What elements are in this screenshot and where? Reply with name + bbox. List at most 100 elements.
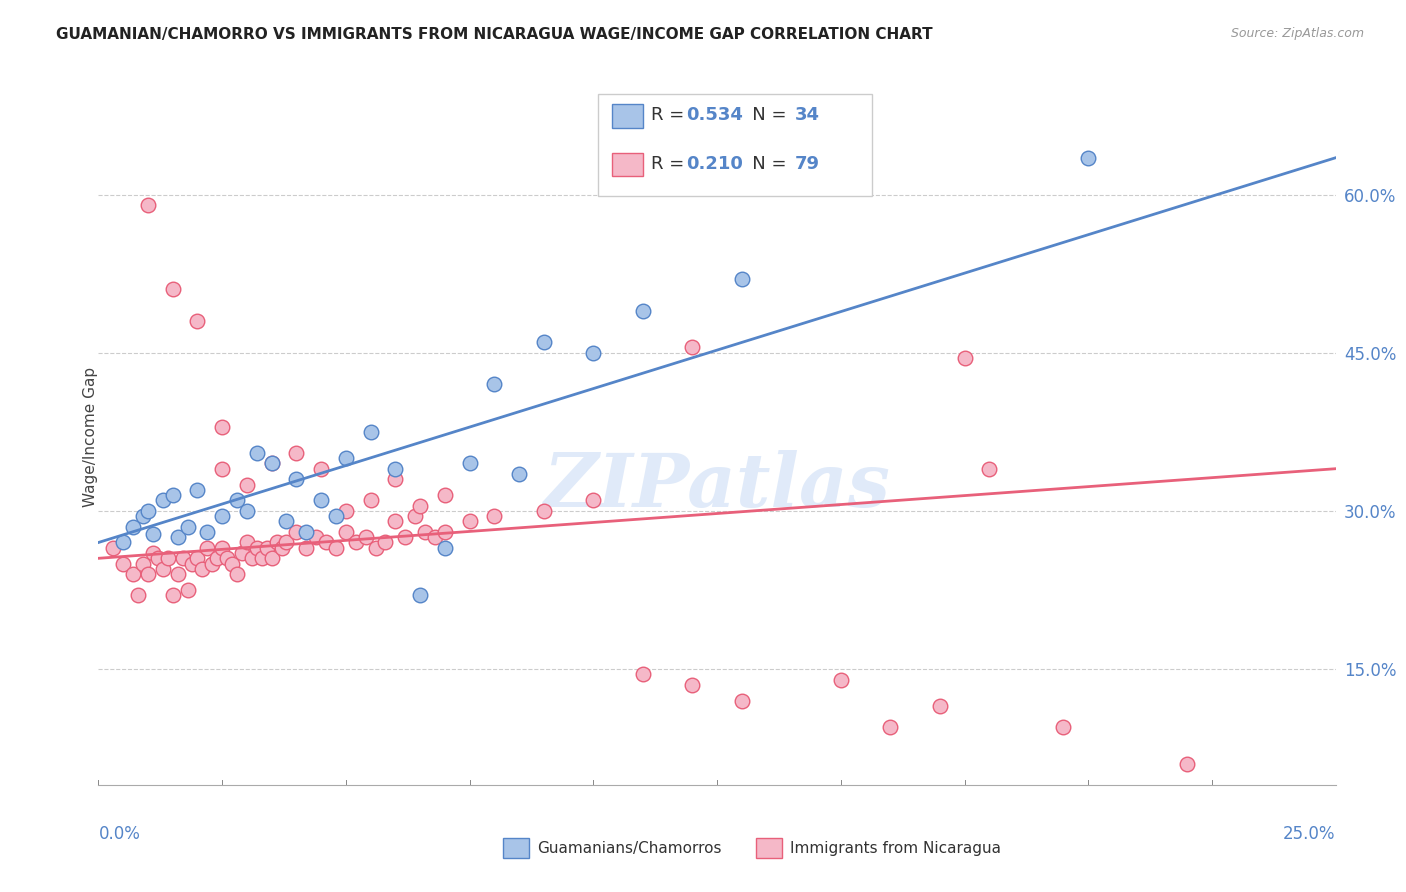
Point: [112, 535, 135, 549]
Point: [335, 524, 357, 539]
Point: [285, 524, 308, 539]
Point: [211, 541, 233, 555]
Point: [295, 541, 318, 555]
Point: [166, 567, 188, 582]
Text: R =: R =: [651, 155, 690, 173]
Point: [166, 530, 188, 544]
Point: [404, 509, 426, 524]
Point: [285, 472, 308, 486]
Point: [231, 546, 253, 560]
Point: [217, 551, 239, 566]
Point: [201, 557, 224, 571]
Point: [162, 588, 184, 602]
Point: [354, 530, 377, 544]
Point: [409, 588, 432, 602]
Point: [582, 345, 605, 359]
Point: [879, 720, 901, 734]
Point: [152, 562, 174, 576]
Point: [295, 524, 318, 539]
Point: [364, 541, 387, 555]
Point: [309, 493, 332, 508]
Point: [344, 535, 367, 549]
Point: [409, 499, 432, 513]
Point: [582, 493, 605, 508]
Point: [285, 446, 308, 460]
Point: [1077, 151, 1099, 165]
Text: 0.0%: 0.0%: [98, 825, 141, 843]
Text: 79: 79: [794, 155, 820, 173]
Point: [309, 461, 332, 475]
Point: [162, 283, 184, 297]
Point: [276, 535, 298, 549]
Point: [631, 667, 654, 681]
Point: [413, 524, 436, 539]
Point: [384, 472, 406, 486]
Point: [211, 419, 233, 434]
Point: [136, 567, 159, 582]
Text: N =: N =: [735, 106, 793, 124]
Point: [142, 527, 165, 541]
Point: [681, 678, 703, 692]
Point: [176, 582, 198, 597]
Point: [928, 698, 950, 713]
Point: [156, 551, 179, 566]
Point: [731, 272, 754, 286]
Point: [953, 351, 976, 365]
Point: [433, 488, 456, 502]
Point: [335, 451, 357, 466]
Point: [533, 335, 555, 350]
Point: [191, 562, 214, 576]
Point: [250, 551, 273, 566]
Point: [162, 488, 184, 502]
Point: [384, 515, 406, 529]
Text: N =: N =: [735, 155, 793, 173]
Point: [394, 530, 416, 544]
Point: [246, 446, 269, 460]
Point: [484, 509, 506, 524]
Point: [458, 515, 481, 529]
Point: [260, 457, 283, 471]
Point: [226, 567, 249, 582]
Point: [374, 535, 396, 549]
Point: [433, 524, 456, 539]
Point: [731, 693, 754, 707]
Point: [205, 551, 228, 566]
Point: [103, 541, 125, 555]
Text: R =: R =: [651, 106, 690, 124]
Point: [146, 551, 169, 566]
Point: [433, 541, 456, 555]
Text: Guamanians/Chamorros: Guamanians/Chamorros: [537, 841, 721, 855]
Point: [226, 493, 249, 508]
Point: [266, 535, 288, 549]
Point: [335, 504, 357, 518]
Point: [181, 557, 204, 571]
Point: [221, 557, 243, 571]
Point: [830, 673, 852, 687]
Text: 0.210: 0.210: [686, 155, 742, 173]
Point: [325, 541, 347, 555]
Point: [112, 557, 135, 571]
Point: [360, 425, 382, 439]
Point: [236, 477, 259, 491]
Point: [423, 530, 446, 544]
Point: [122, 567, 145, 582]
Point: [360, 493, 382, 508]
Text: Immigrants from Nicaragua: Immigrants from Nicaragua: [790, 841, 1001, 855]
Point: [1052, 720, 1074, 734]
Point: [186, 314, 208, 328]
Point: [325, 509, 347, 524]
Point: [508, 467, 530, 481]
Point: [211, 509, 233, 524]
Text: Source: ZipAtlas.com: Source: ZipAtlas.com: [1230, 27, 1364, 40]
Point: [127, 588, 149, 602]
Point: [186, 551, 208, 566]
Point: [384, 461, 406, 475]
Point: [195, 541, 218, 555]
Point: [458, 457, 481, 471]
Point: [142, 546, 165, 560]
Point: [631, 303, 654, 318]
Point: [132, 509, 155, 524]
Point: [195, 524, 218, 539]
Text: 0.534: 0.534: [686, 106, 742, 124]
Point: [246, 541, 269, 555]
